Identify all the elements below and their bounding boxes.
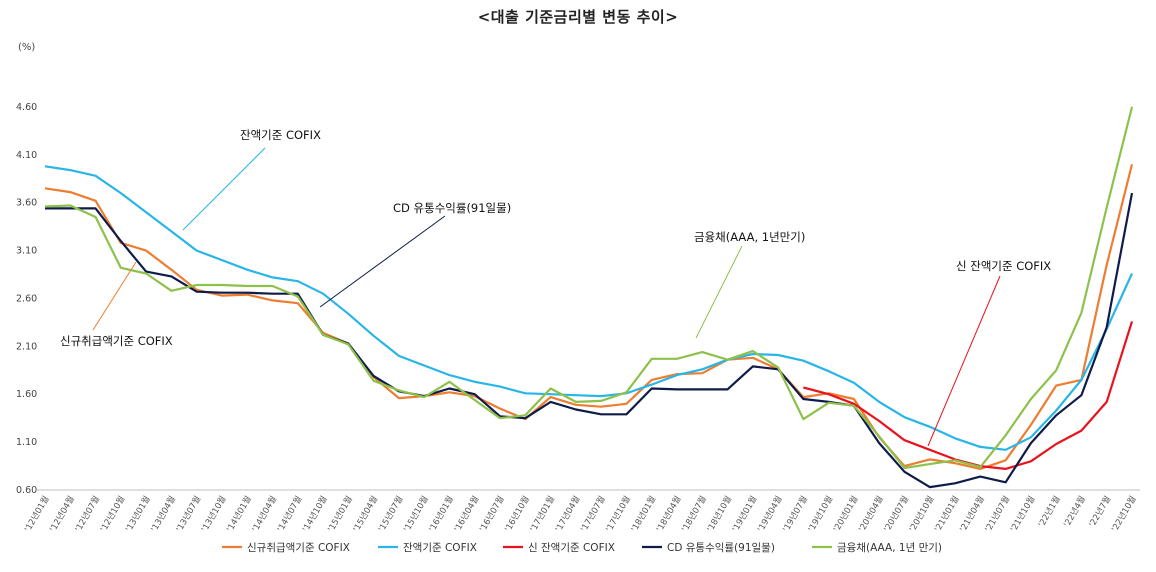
x-tick-label: '20년07월 xyxy=(882,494,911,534)
annotation-leader-line xyxy=(319,215,446,308)
y-tick-label: 1.60 xyxy=(16,389,37,400)
x-tick-label: '19년10월 xyxy=(806,494,835,534)
x-tick-label: '13년01월 xyxy=(123,494,152,534)
x-tick-label: '16년01월 xyxy=(427,494,456,534)
x-tick-label: '19년04월 xyxy=(755,494,784,534)
x-tick-label: '21년07월 xyxy=(983,494,1012,534)
x-tick-label: '22년10월 xyxy=(1109,494,1138,534)
x-tick-label: '22년7월 xyxy=(1087,494,1114,529)
y-axis: 0.60 1.10 1.60 2.10 2.60 3.10 3.60 4.10 4.60 xyxy=(16,102,37,496)
x-tick-label: '17년04월 xyxy=(553,494,582,534)
y-tick-label: 2.10 xyxy=(16,341,37,352)
x-axis: '12년01월'12년04월'12년07월'12년10월'13년01월'13년0… xyxy=(22,489,1140,534)
y-tick-label: 0.60 xyxy=(16,485,37,496)
x-tick-label: '21년01월 xyxy=(932,494,961,534)
x-tick-label: '20년10월 xyxy=(907,494,936,534)
x-tick-label: '20년04월 xyxy=(856,494,885,534)
y-tick-label: 3.10 xyxy=(16,246,37,257)
x-tick-label: '19년07월 xyxy=(781,494,810,534)
legend-entry: 잔액기준 COFIX xyxy=(403,542,477,554)
x-tick-label: '21년10월 xyxy=(1008,494,1037,534)
series-line-1 xyxy=(44,165,1134,451)
annotation-leader-line xyxy=(695,245,743,339)
series-line-4 xyxy=(44,106,1134,470)
y-tick-label: 1.10 xyxy=(16,437,37,448)
y-tick-label: 3.60 xyxy=(16,198,37,209)
annotation-label: 신 잔액기준 COFIX xyxy=(956,259,1051,273)
annotation-leader-line xyxy=(927,275,1001,447)
series-line-0 xyxy=(44,164,1134,470)
legend: 신규취급액기준 COFIX 잔액기준 COFIX 신 잔액기준 COFIX CD 유통… xyxy=(222,541,942,554)
x-tick-label: '18년07월 xyxy=(680,494,709,534)
x-tick-label: '18년10월 xyxy=(705,494,734,534)
x-tick-label: '12년04월 xyxy=(48,494,77,534)
series-lines xyxy=(44,106,1134,489)
x-tick-label: '15년07월 xyxy=(376,494,405,534)
x-tick-label: '17년01월 xyxy=(528,494,557,534)
x-tick-label: '12년01월 xyxy=(22,494,51,534)
y-tick-label: 4.10 xyxy=(16,150,37,161)
annotation-label: 신규취급액기준 COFIX xyxy=(60,334,173,348)
x-tick-label: '15년04월 xyxy=(351,494,380,534)
x-tick-label: '17년10월 xyxy=(604,494,633,534)
x-tick-label: '18년01월 xyxy=(629,494,658,534)
annotation-leader-line xyxy=(182,147,266,231)
x-tick-label: '16년04월 xyxy=(452,494,481,534)
x-tick-label: '17년07월 xyxy=(578,494,607,534)
y-unit-label: (%) xyxy=(18,42,35,53)
series-line-3 xyxy=(45,192,1134,489)
legend-entry: 신규취급액기준 COFIX xyxy=(247,542,350,554)
x-tick-label: '20년01월 xyxy=(831,494,860,534)
legend-entry: CD 유통수익률(91일물) xyxy=(667,541,775,554)
x-tick-label: '13년07월 xyxy=(174,494,203,534)
annotation-leader-line xyxy=(92,261,137,331)
x-tick-label: '22년4월 xyxy=(1061,494,1088,529)
x-tick-label: '19년01월 xyxy=(730,494,759,534)
annotations: 잔액기준 COFIX CD 유통수익률(91일물) 금융채(AAA, 1년만기) 신 … xyxy=(60,128,1051,447)
x-tick-label: '16년07월 xyxy=(477,494,506,534)
chart-title: <대출 기준금리별 변동 추이> xyxy=(477,8,679,26)
x-tick-label: '15년01월 xyxy=(326,494,355,534)
x-tick-label: '15년10월 xyxy=(401,494,430,534)
annotation-label: 잔액기준 COFIX xyxy=(240,128,321,142)
annotation-label: 금융채(AAA, 1년만기) xyxy=(694,230,805,244)
x-tick-label: '12년07월 xyxy=(73,494,102,534)
x-tick-label: '14년01월 xyxy=(224,494,253,534)
x-tick-label: '21년04월 xyxy=(958,494,987,534)
legend-entry: 신 잔액기준 COFIX xyxy=(528,542,615,554)
series-line-2 xyxy=(803,321,1134,470)
y-tick-label: 2.60 xyxy=(16,293,37,304)
x-tick-label: '13년04월 xyxy=(149,494,178,534)
x-tick-label: '16년10월 xyxy=(503,494,532,534)
x-tick-label: '18년04월 xyxy=(654,494,683,534)
x-tick-label: '22년1월 xyxy=(1036,494,1063,529)
x-tick-label: '14년04월 xyxy=(250,494,279,534)
x-tick-label: '14년07월 xyxy=(275,494,304,534)
legend-entry: 금융채(AAA, 1년 만기) xyxy=(837,542,942,554)
y-tick-label: 4.60 xyxy=(16,102,37,113)
x-tick-label: '14년10월 xyxy=(300,494,329,534)
x-tick-label: '13년10월 xyxy=(199,494,228,534)
annotation-label: CD 유통수익률(91일물) xyxy=(393,201,511,215)
x-tick-label: '12년10월 xyxy=(98,494,127,534)
